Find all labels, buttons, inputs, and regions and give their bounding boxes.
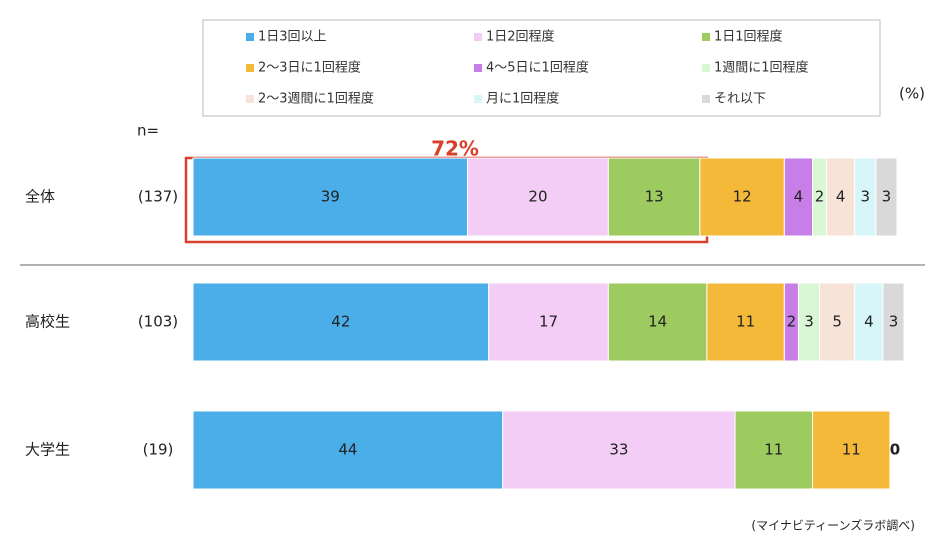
- bar-segment: [826, 157, 856, 237]
- bar-segment: [467, 157, 609, 237]
- legend-label: 4～5日に1回程度: [486, 60, 589, 76]
- data-label: 4: [864, 313, 874, 331]
- n-value: (19): [143, 441, 174, 459]
- bar-segment: [819, 282, 856, 362]
- bar-segment: [607, 282, 708, 362]
- data-label: 39: [321, 188, 340, 206]
- legend-label: 1週間に1回程度: [714, 60, 809, 76]
- legend-label: 月に1回程度: [486, 91, 559, 107]
- category-label: 全体: [25, 188, 55, 206]
- data-label: 4: [836, 188, 846, 206]
- bar-segment: [812, 410, 891, 490]
- legend-swatch: [246, 95, 254, 103]
- source-note: (マイナビティーンズラボ調べ): [751, 518, 915, 533]
- category-label: 大学生: [25, 441, 70, 459]
- bar-segment: [192, 410, 504, 490]
- legend-label: 1日3回以上: [258, 30, 327, 45]
- data-label: 44: [338, 441, 357, 459]
- legend-label: 1日2回程度: [486, 29, 555, 45]
- data-label: 12: [733, 188, 752, 206]
- legend-swatch: [474, 95, 482, 103]
- data-label: 11: [764, 441, 783, 459]
- data-label: 2: [787, 313, 797, 331]
- n-label: n=: [137, 122, 159, 140]
- bar-segment: [854, 282, 884, 362]
- legend-label: それ以下: [714, 92, 766, 107]
- legend-label: 2～3日に1回程度: [258, 60, 361, 76]
- legend-swatch: [246, 64, 254, 72]
- bar-segment: [734, 410, 814, 490]
- annotation: 72%: [431, 137, 479, 161]
- data-label: 3: [861, 188, 871, 206]
- unit-label: (%): [899, 85, 925, 103]
- data-label: 42: [331, 313, 350, 331]
- bar-segment: [192, 282, 490, 362]
- data-label: 5: [832, 313, 842, 331]
- bar-segment: [706, 282, 785, 362]
- data-label: 17: [539, 313, 558, 331]
- legend-swatch: [702, 64, 710, 72]
- data-label: 11: [842, 441, 861, 459]
- legend-swatch: [474, 33, 482, 41]
- data-label: 33: [609, 441, 628, 459]
- bar-segment: [502, 410, 736, 490]
- n-value: (137): [138, 188, 178, 206]
- category-label: 高校生: [25, 313, 70, 331]
- legend-box: [202, 19, 881, 117]
- bar-segment: [875, 157, 898, 237]
- bar-segment: [192, 157, 469, 237]
- data-label: 0: [890, 441, 900, 459]
- legend-swatch: [702, 33, 710, 41]
- legend-swatch: [246, 33, 254, 41]
- bar-segment: [882, 282, 905, 362]
- data-label: 3: [889, 313, 899, 331]
- data-label: 13: [645, 188, 664, 206]
- data-label: 20: [528, 188, 547, 206]
- data-label: 14: [648, 313, 667, 331]
- legend-label: 2～3週間に1回程度: [258, 91, 374, 107]
- data-label: 11: [736, 313, 755, 331]
- bar-segment: [607, 157, 701, 237]
- data-label: 3: [804, 313, 814, 331]
- data-label: 3: [882, 188, 892, 206]
- n-value: (103): [138, 313, 178, 331]
- legend-swatch: [702, 95, 710, 103]
- legend-swatch: [474, 64, 482, 72]
- data-label: 4: [794, 188, 804, 206]
- legend-label: 1日1回程度: [714, 29, 783, 45]
- data-label: 2: [815, 188, 825, 206]
- bar-segment: [488, 282, 609, 362]
